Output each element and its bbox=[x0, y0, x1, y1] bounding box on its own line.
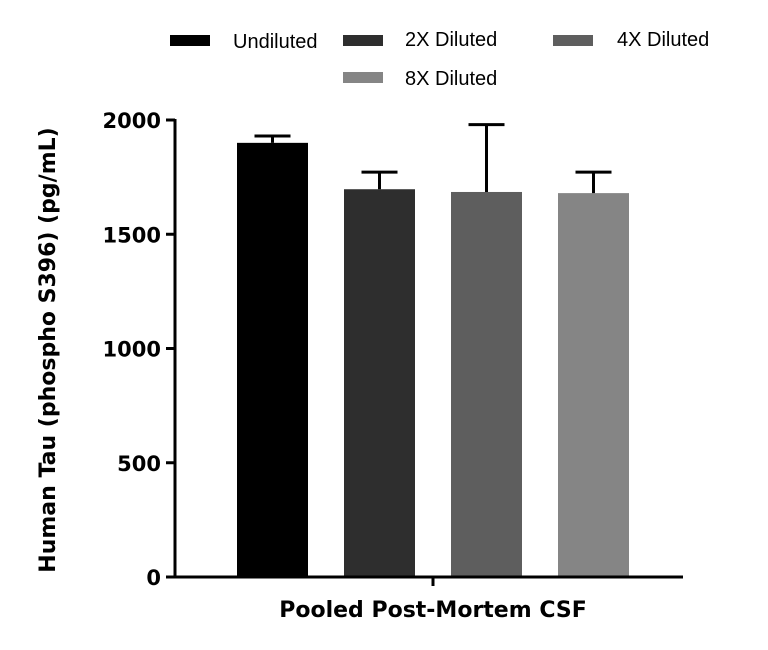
bar-4x-diluted bbox=[451, 191, 522, 578]
error-bar-group bbox=[254, 123, 612, 194]
x-axis-title: Pooled Post-Mortem CSF bbox=[279, 598, 587, 623]
legend-swatch bbox=[170, 35, 210, 46]
y-tick-label: 1500 bbox=[103, 223, 161, 247]
bar-8x-diluted bbox=[558, 193, 629, 577]
y-tick-label: 2000 bbox=[103, 109, 161, 133]
legend: Undiluted 2X Diluted 4X Diluted 8X Diluted bbox=[170, 29, 709, 90]
legend-swatch bbox=[553, 35, 593, 46]
y-axis-ticks: 0 500 1000 1500 2000 bbox=[103, 109, 175, 590]
legend-label: 2X Diluted bbox=[405, 29, 497, 51]
legend-label: 4X Diluted bbox=[617, 29, 709, 51]
y-tick-label: 0 bbox=[146, 566, 161, 590]
legend-label: 8X Diluted bbox=[405, 68, 497, 90]
bar-undiluted bbox=[237, 142, 308, 577]
legend-swatch bbox=[343, 35, 383, 46]
y-axis-title: Human Tau (phospho S396) (pg/mL) bbox=[36, 127, 61, 572]
legend-label: Undiluted bbox=[233, 31, 318, 53]
y-tick-label: 500 bbox=[117, 452, 161, 476]
legend-swatch bbox=[343, 72, 383, 83]
bar-group bbox=[237, 142, 629, 578]
bar-2x-diluted bbox=[344, 189, 415, 577]
y-tick-label: 1000 bbox=[103, 338, 161, 362]
